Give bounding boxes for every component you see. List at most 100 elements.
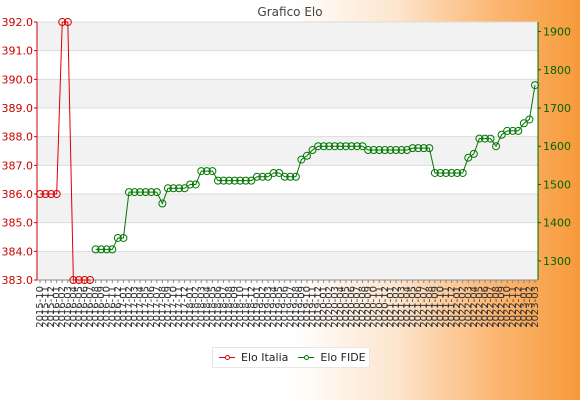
elo-fide-point	[191, 180, 200, 189]
elo-fide-point	[442, 168, 451, 177]
elo-fide-point	[213, 176, 222, 185]
elo-fide-point	[175, 184, 184, 193]
legend-item-elo-fide[interactable]: Elo FIDE	[298, 351, 366, 364]
elo-italia-point	[63, 18, 72, 26]
right-tick-label: 1500	[543, 178, 571, 191]
x-tick-label: 2020-09	[363, 286, 374, 328]
x-tick-label: 2020-01	[319, 286, 330, 328]
x-tick-label: 2019-12	[313, 286, 324, 328]
elo-fide-point	[97, 245, 106, 254]
x-tick-label: 2018-09	[230, 286, 241, 328]
x-tick-label: 2020-08	[358, 286, 369, 328]
left-tick-label: 392.0	[2, 16, 34, 29]
right-tick-label: 1400	[543, 217, 571, 230]
x-tick-label: 2020-06	[346, 286, 357, 328]
x-tick-label: 2018-04	[202, 286, 213, 328]
x-tick-label: 2021-10	[435, 286, 446, 328]
elo-fide-point	[219, 176, 228, 185]
x-tick-label: 2022-02	[458, 286, 469, 328]
x-tick-label: 2018-01	[185, 286, 196, 328]
x-tick-label: 2018-12	[246, 286, 257, 328]
elo-fide-point	[391, 146, 400, 155]
x-tick-label: 2016-04	[68, 286, 79, 328]
elo-fide-point	[364, 146, 373, 155]
elo-fide-point	[136, 188, 145, 197]
elo-fide-point	[197, 167, 206, 176]
elo-italia-point	[41, 190, 50, 198]
left-tick-label: 389.0	[2, 102, 34, 115]
elo-fide-point	[453, 168, 462, 177]
legend-swatch-red	[219, 354, 235, 362]
x-tick-label: 2020-07	[352, 286, 363, 328]
x-tick-label: 2021-11	[441, 286, 452, 328]
x-tick-label: 2019-08	[291, 286, 302, 328]
elo-fide-point	[241, 176, 250, 185]
left-tick-label: 390.0	[2, 73, 34, 86]
x-tick-label: 2015-12	[46, 286, 57, 328]
x-tick-label: 2016-07	[85, 286, 96, 328]
x-tick-label: 2022-09	[497, 286, 508, 328]
x-tick-label: 2022-04	[469, 286, 480, 328]
elo-fide-point	[525, 115, 534, 124]
elo-fide-point	[236, 176, 245, 185]
elo-fide-point	[269, 168, 278, 177]
elo-fide-point	[336, 142, 345, 151]
x-tick-label: 2022-01	[452, 286, 463, 328]
x-tick-label: 2021-08	[424, 286, 435, 328]
elo-fide-point	[119, 233, 128, 242]
x-tick-label: 2018-07	[219, 286, 230, 328]
plot-band	[37, 251, 538, 280]
x-tick-label: 2019-02	[257, 286, 268, 328]
x-tick-label: 2020-11	[374, 286, 385, 328]
elo-fide-point	[464, 153, 473, 162]
x-tick-label: 2018-10	[235, 286, 246, 328]
elo-fide-point	[124, 188, 133, 197]
elo-italia-point	[74, 276, 83, 284]
x-tick-label: 2023-01	[519, 286, 530, 328]
x-tick-label: 2020-04	[335, 286, 346, 328]
elo-fide-point	[102, 245, 111, 254]
x-tick-label: 2016-06	[79, 286, 90, 328]
x-tick-label: 2020-02	[324, 286, 335, 328]
legend-item-elo-italia[interactable]: Elo Italia	[219, 351, 288, 364]
x-tick-label: 2019-05	[274, 286, 285, 328]
elo-fide-point	[341, 142, 350, 151]
left-tick-label: 385.0	[2, 217, 34, 230]
elo-fide-point	[169, 184, 178, 193]
left-tick-label: 386.0	[2, 188, 34, 201]
elo-fide-point	[258, 172, 267, 181]
x-tick-label: 2018-06	[213, 286, 224, 328]
elo-fide-point	[519, 119, 528, 128]
elo-fide-point	[297, 155, 306, 164]
elo-fide-point	[497, 130, 506, 139]
elo-fide-point	[403, 146, 412, 155]
x-tick-label: 2017-08	[157, 286, 168, 328]
x-tick-label: 2016-11	[107, 286, 118, 328]
x-tick-label: 2021-07	[419, 286, 430, 328]
x-tick-label: 2022-12	[513, 286, 524, 328]
x-tick-label: 2017-03	[130, 286, 141, 328]
elo-fide-point	[469, 149, 478, 158]
elo-italia-point	[69, 276, 78, 284]
x-tick-label: 2022-06	[480, 286, 491, 328]
left-tick-label: 383.0	[2, 274, 34, 287]
elo-fide-point	[508, 126, 517, 135]
x-tick-label: 2019-07	[285, 286, 296, 328]
x-tick-label: 2020-05	[341, 286, 352, 328]
elo-fide-point	[147, 188, 156, 197]
plot-band	[37, 136, 538, 166]
elo-italia-line	[40, 21, 91, 281]
x-tick-label: 2023-02	[524, 286, 535, 328]
elo-fide-point	[152, 188, 161, 197]
x-tick-label: 2015-11	[41, 286, 52, 328]
elo-fide-point	[353, 142, 362, 151]
x-tick-label: 2019-03	[263, 286, 274, 328]
plot-band	[37, 50, 538, 80]
x-tick-label: 2018-02	[191, 286, 202, 328]
elo-fide-point	[358, 142, 367, 151]
x-tick-label: 2016-05	[74, 286, 85, 328]
x-tick-label: 2019-06	[280, 286, 291, 328]
left-tick-label: 391.0	[2, 45, 34, 58]
elo-fide-point	[386, 146, 395, 155]
